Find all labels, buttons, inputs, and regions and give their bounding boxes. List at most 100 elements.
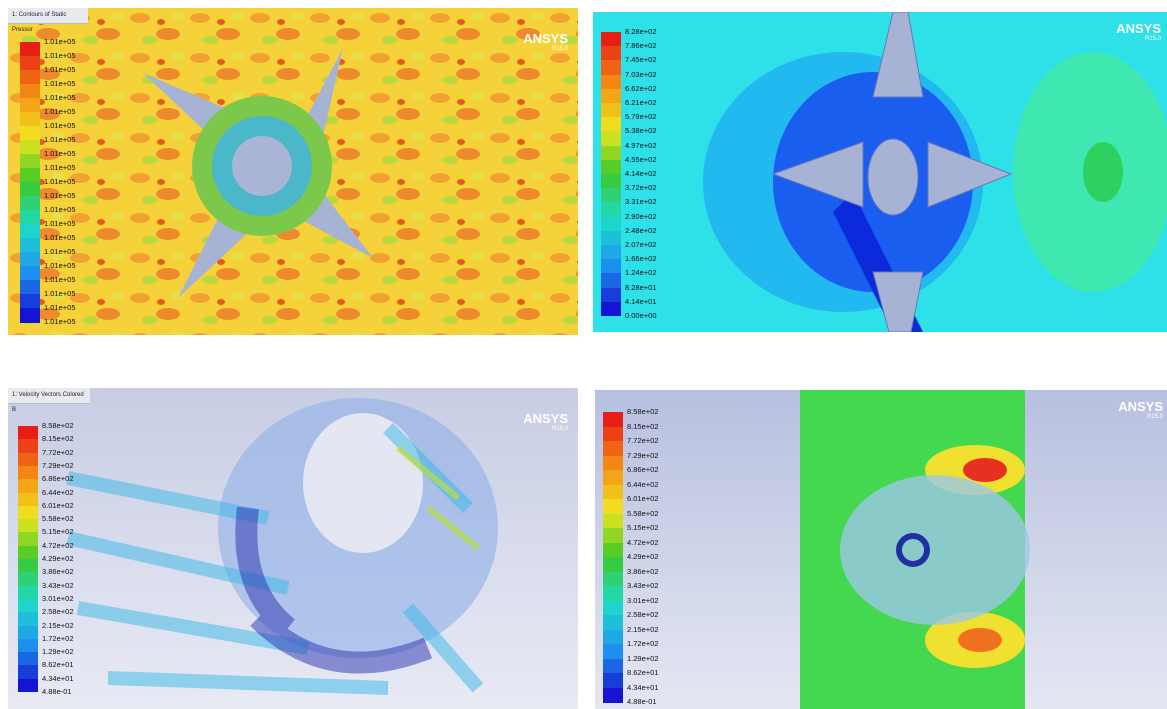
legend-swatch	[18, 612, 38, 626]
legend-swatch	[601, 103, 621, 118]
legend-label: 4.29e+02	[627, 552, 659, 561]
legend-label: 3.72e+02	[625, 183, 657, 193]
legend-label: 1.01e+05	[44, 317, 76, 326]
view-tab[interactable]: 1: Contours of Static Pressur	[8, 8, 88, 33]
legend-label: 2.90e+02	[625, 211, 657, 221]
legend-label: 5.38e+02	[625, 126, 657, 136]
legend-swatch	[20, 140, 40, 155]
legend-swatch	[601, 174, 621, 189]
legend-label: 8.15e+02	[627, 421, 659, 431]
legend-swatch	[603, 470, 623, 485]
legend-label: 8.28e+01	[625, 282, 657, 292]
legend-swatch	[603, 600, 623, 616]
ansys-version: R15.0	[551, 426, 568, 432]
legend-swatch	[18, 452, 38, 467]
legend-swatch	[603, 455, 623, 471]
legend-label: 5.58e+02	[627, 508, 659, 518]
legend-swatch	[603, 542, 623, 558]
legend-label: 8.62e+01	[42, 660, 74, 670]
legend-swatch	[18, 479, 38, 493]
legend-label: 1.01e+05	[44, 149, 76, 158]
legend-label: 5.15e+02	[42, 527, 74, 537]
legend-swatch	[18, 505, 38, 520]
legend-swatch	[20, 98, 40, 113]
legend-swatch	[601, 117, 621, 132]
legend-swatch	[603, 629, 623, 645]
view-tab[interactable]: 1: Velocity Vectors Colored B	[8, 388, 90, 413]
legend-label: 3.43e+02	[627, 581, 659, 590]
legend-swatch	[603, 426, 623, 442]
legend-swatch	[18, 572, 38, 587]
legend-label: 1.01e+05	[44, 163, 76, 172]
legend-label: 1.01e+05	[44, 107, 76, 116]
legend-swatch	[18, 559, 38, 573]
legend-label: 1.01e+05	[44, 303, 76, 312]
legend-label: 4.88e-01	[627, 697, 657, 706]
legend-label: 1.01e+05	[44, 205, 76, 214]
legend-swatch	[603, 557, 623, 572]
legend-swatch	[601, 131, 621, 147]
legend-swatch	[20, 210, 40, 225]
pressure-panel: 1: Contours of Static Pressur 1.01e+05 1.…	[8, 8, 578, 335]
legend-label: 1.29e+02	[42, 647, 74, 657]
legend-swatch	[18, 665, 38, 680]
legend-label: 1.01e+05	[44, 275, 76, 284]
legend-label: 8.58e+02	[627, 407, 659, 416]
legend-label: 4.72e+02	[42, 540, 74, 550]
legend-swatch	[18, 598, 38, 613]
ansys-version: R15.0	[551, 46, 568, 52]
legend-label: 2.15e+02	[42, 620, 74, 630]
legend-label: 4.14e+02	[625, 169, 657, 178]
legend-swatch	[601, 230, 621, 246]
legend-swatch	[603, 615, 623, 630]
legend-label: 1.01e+05	[44, 51, 76, 60]
legend-swatch	[601, 273, 621, 289]
legend-label: 2.07e+02	[625, 240, 657, 249]
legend-label: 8.28e+02	[625, 27, 657, 36]
legend-swatch	[601, 74, 621, 90]
legend-swatch	[603, 687, 623, 703]
legend-label: 4.72e+02	[627, 537, 659, 547]
legend-swatch	[601, 88, 621, 104]
legend-swatch	[18, 585, 38, 600]
legend-label: 1.66e+02	[625, 254, 657, 264]
legend-swatch	[20, 224, 40, 239]
ansys-version: R15.0	[1144, 36, 1161, 42]
legend-swatch	[603, 644, 623, 659]
legend-swatch	[20, 168, 40, 183]
legend-label: 0.00e+00	[625, 311, 657, 320]
legend-label: 7.72e+02	[42, 447, 74, 457]
legend-swatch	[603, 673, 623, 688]
legend-label: 1.72e+02	[627, 639, 659, 648]
legend-label: 6.44e+02	[42, 487, 74, 497]
legend-label: 1.72e+02	[42, 633, 74, 643]
legend-label: 1.01e+05	[44, 289, 76, 298]
legend-label: 7.72e+02	[627, 436, 659, 445]
ansys-logo: ANSYS	[1116, 21, 1161, 36]
ansys-version: R15.0	[1146, 414, 1163, 420]
pressure-contour	[8, 8, 578, 335]
legend-label: 2.48e+02	[625, 225, 657, 235]
legend-swatch	[601, 216, 621, 232]
legend-swatch	[20, 42, 40, 57]
legend-label: 1.01e+05	[44, 261, 76, 270]
legend-label: 4.88e-01	[42, 687, 72, 696]
legend-label: 1.01e+05	[44, 37, 76, 46]
legend-swatch	[20, 238, 40, 253]
velocity-contour	[593, 12, 1167, 332]
legend-swatch	[601, 145, 621, 161]
legend-label: 8.62e+01	[627, 668, 659, 677]
legend-label: 6.44e+02	[627, 479, 659, 489]
legend-swatch	[20, 280, 40, 295]
legend-swatch	[20, 308, 40, 323]
legend-swatch	[601, 32, 621, 47]
legend-swatch	[603, 658, 623, 674]
legend-label: 3.31e+02	[625, 197, 657, 207]
legend-swatch	[20, 84, 40, 99]
legend-swatch	[601, 245, 621, 260]
legend-label: 3.86e+02	[42, 567, 74, 577]
legend-swatch	[20, 252, 40, 267]
legend-swatch	[603, 412, 623, 427]
legend-label: 1.01e+05	[44, 247, 76, 256]
